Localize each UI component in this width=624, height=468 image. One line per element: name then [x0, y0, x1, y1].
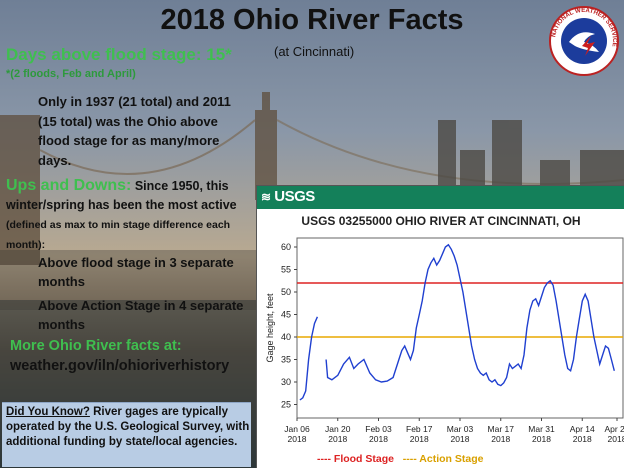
x-tick-year: 2018: [288, 434, 307, 444]
legend-action-stage: ---- Action Stage: [402, 453, 484, 465]
x-tick-year: 2018: [369, 434, 388, 444]
x-tick-year: 2018: [573, 434, 592, 444]
y-axis-label: Gage height, feet: [265, 293, 275, 363]
days-above-heading: Days above flood stage: 15*: [6, 45, 232, 64]
ups-downs-paragraph: Ups and Downs: Since 1950, this winter/s…: [6, 176, 251, 255]
x-tick-label: Mar 31: [528, 424, 555, 434]
x-tick-year: 2018: [491, 434, 510, 444]
chart-title: USGS 03255000 OHIO RIVER AT CINCINNATI, …: [301, 214, 581, 228]
y-tick-label: 40: [281, 332, 291, 342]
x-tick-label: Apr 14: [570, 424, 595, 434]
y-tick-label: 55: [281, 265, 291, 275]
bullet-action-months: Above Action Stage in 4 separate months: [38, 298, 244, 332]
y-tick-label: 25: [281, 400, 291, 410]
x-tick-label: Feb 17: [406, 424, 433, 434]
hydrograph-chart: ≋ USGS USGS 03255000 OHIO RIVER AT CINCI…: [256, 185, 624, 468]
page-title: 2018 Ohio River Facts: [160, 4, 464, 36]
x-tick-label: Apr 28: [604, 424, 624, 434]
usgs-wave-icon: ≋: [261, 190, 271, 204]
legend-flood-stage: ---- Flood Stage: [317, 453, 394, 465]
ups-downs-detail: (defined as max to min stage difference …: [6, 219, 231, 251]
x-tick-label: Jan 20: [325, 424, 351, 434]
location-note: (at Cincinnati): [274, 44, 355, 59]
series-line: [325, 243, 615, 387]
x-tick-label: Feb 03: [365, 424, 392, 434]
more-facts-link[interactable]: weather.gov/iln/ohioriverhistory: [10, 358, 230, 374]
nws-logo-icon: NATIONAL WEATHER SERVICE: [549, 6, 619, 76]
usgs-logo: ≋ USGS: [261, 188, 315, 205]
x-tick-year: 2018: [410, 434, 429, 444]
series-line: [299, 316, 319, 401]
y-tick-label: 35: [281, 355, 291, 365]
x-tick-label: Mar 17: [488, 424, 515, 434]
did-you-know-body: River gages are typically operated by th…: [6, 406, 250, 448]
more-facts-line1: More Ohio River facts at:: [10, 338, 182, 354]
x-tick-year: 2018: [532, 434, 551, 444]
x-tick-label: Mar 03: [447, 424, 474, 434]
x-tick-label: Jan 06: [284, 424, 310, 434]
x-tick-year: 2018: [451, 434, 470, 444]
did-you-know-box: Did You Know? River gages are typically …: [2, 402, 251, 467]
usgs-header-bar: ≋ USGS: [257, 186, 624, 209]
y-tick-label: 50: [281, 287, 291, 297]
y-tick-label: 30: [281, 377, 291, 387]
y-tick-label: 45: [281, 310, 291, 320]
did-you-know-label: Did You Know?: [6, 406, 90, 418]
ups-downs-heading: Ups and Downs:: [6, 177, 132, 194]
x-tick-year: 2018: [608, 434, 624, 444]
chart-legend: ---- Flood Stage ---- Action Stage: [317, 453, 617, 465]
days-above-body: Only in 1937 (21 total) and 2011 (15 tot…: [38, 94, 231, 168]
ups-downs-body: Since 1950, this winter/spring has been …: [6, 179, 237, 212]
days-above-note: *(2 floods, Feb and April): [6, 68, 136, 80]
x-tick-year: 2018: [328, 434, 347, 444]
plot-frame: [296, 237, 624, 419]
y-tick-label: 60: [281, 242, 291, 252]
bullet-flood-months: Above flood stage in 3 separate months: [38, 255, 234, 289]
more-facts: More Ohio River facts at: weather.gov/il…: [10, 336, 229, 376]
